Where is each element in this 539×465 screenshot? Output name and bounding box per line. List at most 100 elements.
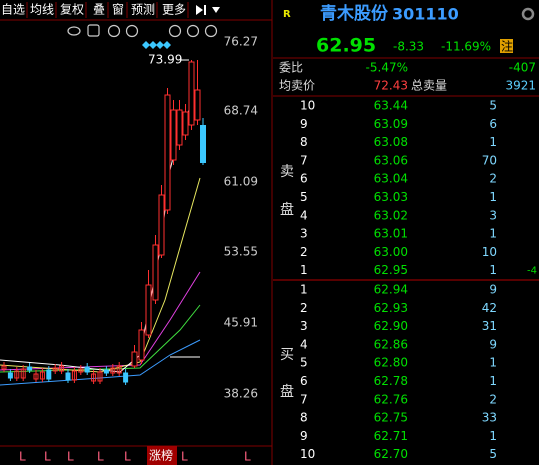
candle (33, 373, 39, 380)
price: 62.86 (374, 337, 408, 351)
marker (142, 41, 150, 49)
volume: 31 (482, 319, 497, 333)
tag-background (147, 446, 177, 465)
level: 2 (300, 301, 308, 315)
candle (71, 370, 77, 381)
zoom-out-icon[interactable] (204, 24, 218, 38)
level: 6 (300, 172, 308, 186)
value: 72.43 (374, 79, 408, 93)
toolbar-button[interactable]: 复权 (60, 3, 84, 17)
clock-icon[interactable] (107, 24, 121, 38)
candle (20, 368, 26, 379)
value: -407 (509, 61, 536, 75)
volume: 3 (489, 208, 497, 222)
candle (84, 366, 90, 373)
level: 9 (300, 429, 308, 443)
price: 63.04 (374, 172, 408, 186)
play-icon[interactable] (196, 5, 203, 15)
candle (39, 371, 45, 380)
price: 62.90 (374, 319, 408, 333)
candle (158, 194, 165, 256)
candle (138, 329, 145, 361)
candle (145, 284, 152, 336)
price: 62.75 (374, 411, 408, 425)
volume: 70 (482, 153, 497, 167)
candle (182, 111, 189, 136)
price: 62.76 (374, 392, 408, 406)
volume: 10 (482, 245, 497, 259)
side-label: 卖 (280, 164, 294, 180)
candle (65, 372, 71, 381)
level: 8 (300, 135, 308, 149)
side-label: 盘 (280, 201, 294, 218)
play-circle-icon[interactable] (125, 24, 139, 38)
candle (152, 244, 159, 301)
candle (78, 368, 84, 373)
volume: 6 (489, 117, 497, 131)
candle (116, 365, 122, 374)
price-label: 45.91 (224, 316, 258, 330)
zoom-in-icon[interactable] (186, 24, 200, 38)
price: 62.71 (374, 429, 408, 443)
candle (97, 371, 103, 382)
level: 5 (300, 190, 308, 204)
price: 63.02 (374, 208, 408, 222)
level: 5 (300, 356, 308, 370)
marker (149, 41, 157, 49)
candle (52, 367, 58, 372)
dropdown-icon[interactable] (212, 7, 220, 13)
price-label: 53.55 (224, 245, 258, 259)
volume: 1 (489, 227, 497, 241)
target-icon[interactable] (168, 24, 182, 38)
marker-label: L (124, 450, 131, 464)
price: 62.95 (316, 35, 376, 57)
change-pct: -11.69% (441, 40, 491, 54)
rank-tag: 涨榜 (149, 448, 173, 463)
candle (46, 369, 52, 380)
price: 63.03 (374, 190, 408, 204)
price: 63.08 (374, 135, 408, 149)
toolbar-button[interactable]: 更多 (162, 3, 186, 17)
candle (170, 109, 177, 161)
candle (176, 109, 183, 146)
eye-icon[interactable] (67, 26, 81, 36)
box-icon[interactable] (87, 24, 100, 37)
toolbar-button[interactable]: 叠 (93, 3, 105, 17)
price: 62.95 (374, 263, 408, 277)
price-label: 76.27 (224, 35, 258, 49)
volume: 33 (482, 411, 497, 425)
level: 3 (300, 319, 308, 333)
price: 63.01 (374, 227, 408, 241)
value: -5.47% (366, 61, 408, 75)
marker (156, 41, 164, 49)
candle (131, 351, 138, 367)
level: 1 (300, 283, 308, 297)
price-label: 38.26 (224, 387, 258, 401)
volume: 1 (489, 356, 497, 370)
price: 62.70 (374, 447, 408, 461)
level: 9 (300, 117, 308, 131)
settings-icon[interactable] (521, 7, 535, 21)
level: 8 (300, 411, 308, 425)
toolbar-button[interactable]: 自选 (1, 3, 25, 17)
toolbar-button[interactable]: 均线 (30, 3, 54, 17)
label: 均卖价 (279, 79, 315, 93)
marker-label: L (244, 450, 251, 464)
toolbar-button[interactable]: 预测 (131, 3, 155, 17)
play-bar-icon[interactable] (204, 5, 206, 15)
toolbar-button[interactable]: 窗 (112, 3, 124, 17)
volume: 1 (489, 135, 497, 149)
stock-code: 301110 (392, 5, 459, 24)
volume: 5 (489, 447, 497, 461)
side-label: 买 (280, 347, 294, 363)
price: 62.78 (374, 374, 408, 388)
price-label: 68.74 (224, 104, 258, 118)
candle (188, 61, 195, 126)
candle (103, 369, 109, 374)
volume: 2 (489, 172, 497, 186)
tag-box (500, 39, 513, 53)
side-label: 盘 (280, 383, 294, 400)
marker-label: L (44, 450, 51, 464)
